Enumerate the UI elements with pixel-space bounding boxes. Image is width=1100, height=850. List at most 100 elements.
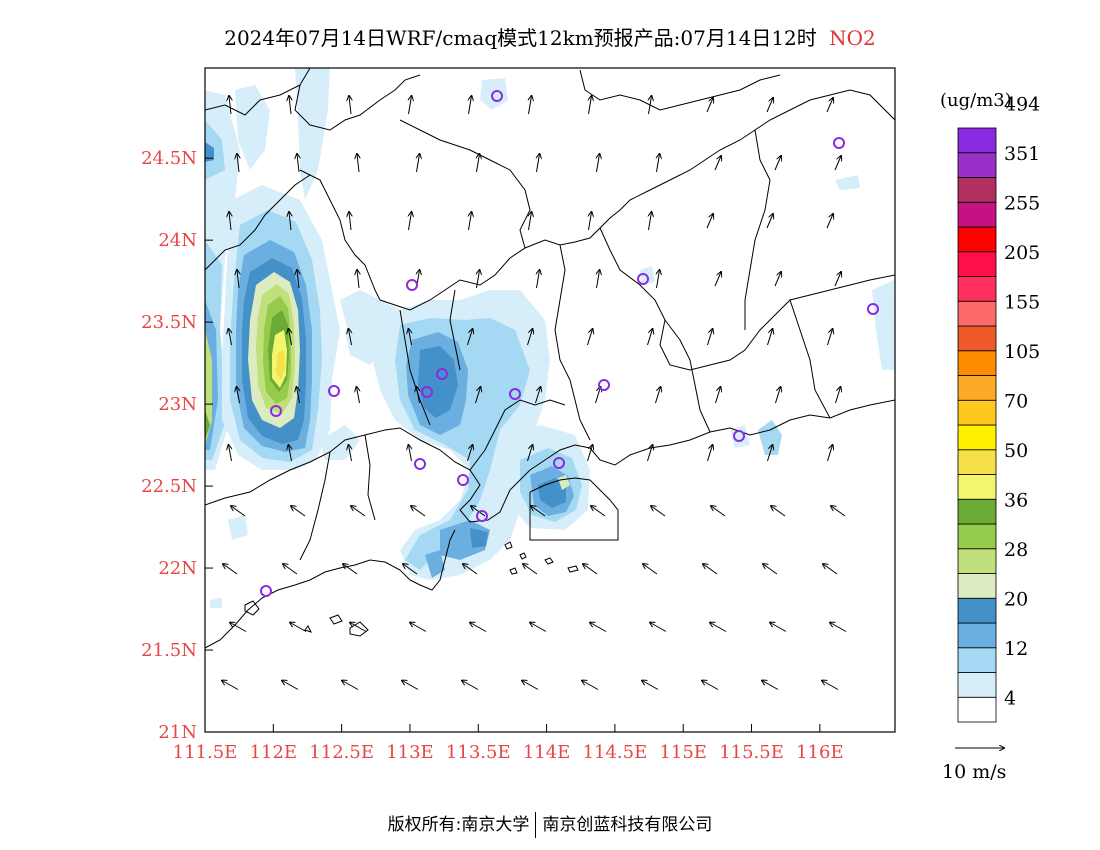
wind-arrow [537,154,540,173]
legend-label: 105 [1004,341,1040,363]
wind-arrow [527,329,533,346]
wind-arrow [223,564,238,575]
hk-boundary [529,477,619,541]
wind-arrow [703,564,718,575]
legend-label: 205 [1004,242,1040,264]
wind-arrow [349,212,351,231]
no2-stripe-north [295,68,330,200]
no2-spot-leftmid [345,318,385,365]
wind-arrow [587,445,593,462]
lon-tick-label: 114E [523,742,571,763]
no2-spot-shanwei-2 [730,425,750,448]
no2-spot-nw [205,120,225,180]
copyright-separator [535,812,537,838]
wind-arrow [655,387,661,404]
wind-arrow [357,270,359,289]
no2-stripe-north-2 [235,85,270,170]
lon-tick-label: 113E [386,742,434,763]
legend-swatch [957,597,997,624]
wind-arrow [649,212,652,231]
lon-tick-label: 116E [796,742,844,763]
monitoring-station [260,585,272,597]
coastline-west [205,529,456,649]
wind-arrow [529,96,532,115]
no2-zhuhai [425,550,445,578]
wind-scale: 10 m/s [942,748,1006,783]
wind-arrow [357,387,360,404]
pollutant-label: NO2 [829,26,876,50]
wind-arrow [649,96,652,115]
no2-spot-northeast [835,175,860,190]
wind-arrow [237,154,239,173]
legend-unit: (ug/m3) [940,90,1012,111]
lon-tick-label: 115.5E [719,742,784,763]
no2-spot-bottomleft [210,598,222,608]
legend-swatch [957,177,997,203]
wind-arrow [343,564,358,575]
legend-swatch [957,350,997,376]
legend-label: 4 [1004,687,1016,709]
legend-swatch [957,449,997,475]
wind-arrow [357,154,359,173]
legend-swatch [957,647,997,673]
legend-swatch [957,474,997,500]
wind-arrow [582,681,599,690]
lat-tick-label: 22N [158,558,197,579]
wind-arrow [349,445,352,462]
wind-arrow [597,270,600,289]
county-lines-8 [579,69,781,111]
legend-label: 351 [1004,143,1040,165]
wind-arrow [835,387,841,404]
wind-arrow [831,506,846,517]
wind-arrow [763,564,778,575]
wind-arrow [770,623,787,632]
monitoring-station [421,386,433,398]
wind-arrow [766,214,773,229]
wind-arrow [282,681,299,690]
legend-label: 20 [1004,588,1028,610]
wind-arrow [350,623,367,632]
legend-label: 255 [1004,192,1040,214]
legend-label: 12 [1004,638,1028,660]
wind-arrow [351,506,366,517]
wind-arrow [827,445,833,462]
wind-arrow [823,564,838,575]
lon-tick-label: 112.5E [309,742,374,763]
monitoring-station [867,303,879,315]
wind-arrow [714,156,721,171]
legend-swatch [957,523,997,550]
wind-arrow [291,506,306,517]
lon-tick-label: 112E [250,742,298,763]
copyright-left: 版权所有:南京大学 [387,815,530,835]
wind-arrow [657,154,660,173]
wind-arrow [834,156,841,171]
legend-swatch [957,276,997,302]
county-lines-10 [469,399,566,471]
wind-arrow [523,564,538,575]
legend-swatch [957,226,997,253]
wind-arrow [411,506,426,517]
wind-arrow [409,329,412,346]
coastline [205,399,895,523]
county-lines-4 [399,119,531,249]
wind-arrow [289,96,291,115]
wind-arrow [289,445,292,462]
wind-arrow [590,623,607,632]
county-lines-5 [554,244,591,441]
monitoring-station [406,279,418,291]
wind-arrow [229,329,232,346]
wind-arrow [766,98,773,113]
wind-arrow [417,154,420,173]
latitude-axis: 24.5N 24N 23.5N 23N 22.5N 22N 21.5N 21N [141,148,213,743]
island-3 [509,567,518,575]
station-markers [260,90,879,597]
wind-arrow [409,445,412,462]
wind-arrow [657,270,660,289]
wind-arrow [467,329,473,346]
wind-arrow [827,329,833,346]
copyright: 版权所有:南京大学 南京创蓝科技有限公司 [0,810,1100,838]
longitude-axis: 111.5E 112E 112.5E 113E 113.5E 114E 114.5E 115E… [173,724,844,763]
island-1 [504,541,513,550]
wind-arrow [774,272,781,287]
monitoring-station [733,430,745,442]
